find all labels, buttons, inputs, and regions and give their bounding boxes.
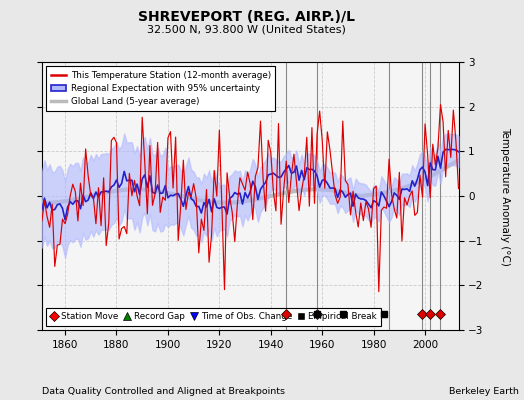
Text: Berkeley Earth: Berkeley Earth — [449, 387, 519, 396]
Text: SHREVEPORT (REG. AIRP.)/L: SHREVEPORT (REG. AIRP.)/L — [138, 10, 355, 24]
Legend: Station Move, Record Gap, Time of Obs. Change, Empirical Break: Station Move, Record Gap, Time of Obs. C… — [46, 308, 381, 326]
Y-axis label: Temperature Anomaly (°C): Temperature Anomaly (°C) — [500, 126, 510, 266]
Text: 32.500 N, 93.800 W (United States): 32.500 N, 93.800 W (United States) — [147, 24, 346, 34]
Text: Data Quality Controlled and Aligned at Breakpoints: Data Quality Controlled and Aligned at B… — [42, 387, 285, 396]
